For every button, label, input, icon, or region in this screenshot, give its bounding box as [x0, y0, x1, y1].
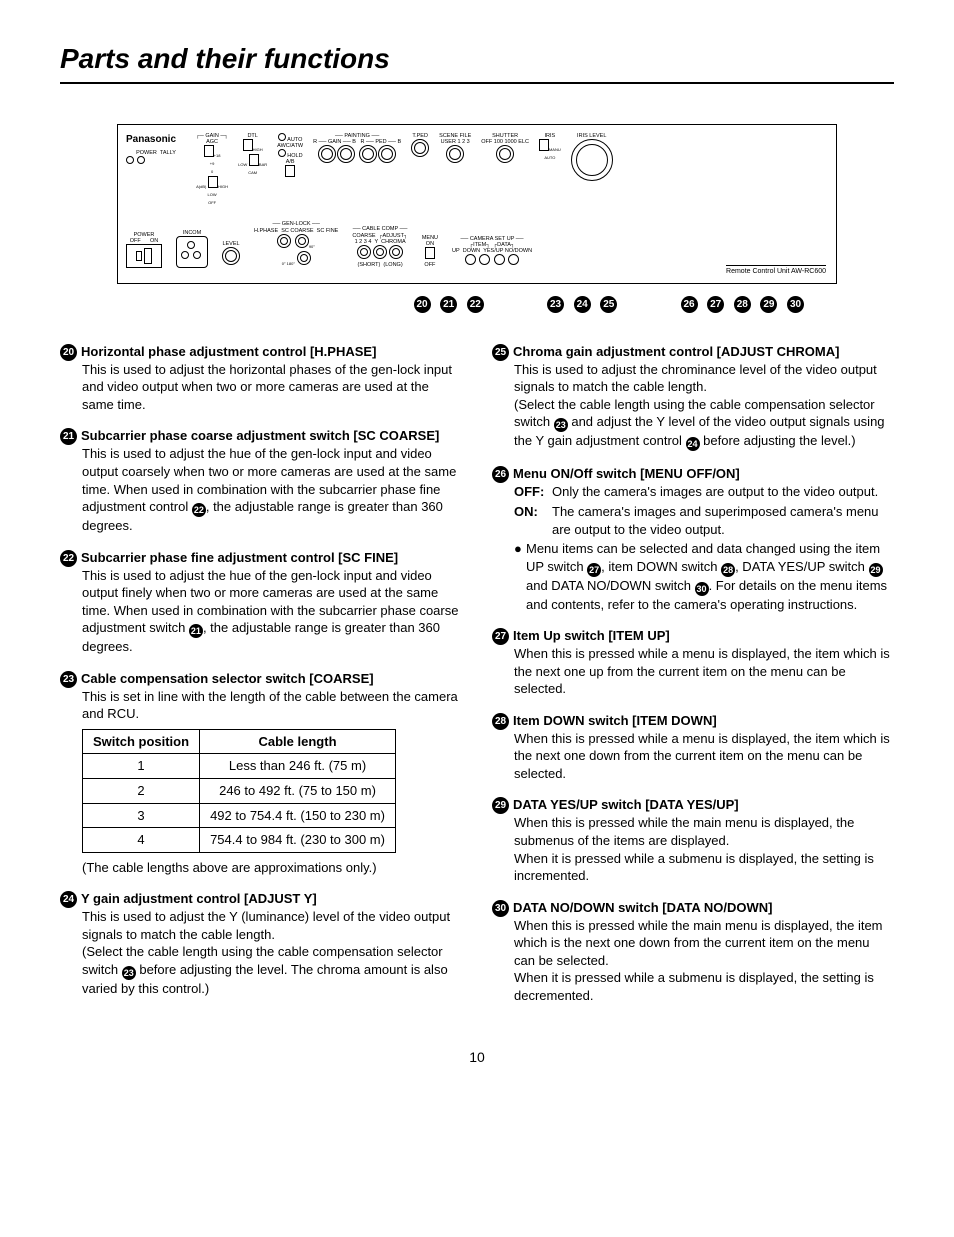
item-26: 26Menu ON/Off switch [MENU OFF/ON] OFF:O… [492, 465, 894, 613]
def-off: OFF:Only the camera's images are output … [514, 483, 894, 501]
page-title: Parts and their functions [60, 40, 894, 84]
callout-28: 28 [734, 296, 751, 313]
item-body: This is used to adjust the Y (luminance)… [60, 908, 462, 997]
unit-model-label: Remote Control Unit AW-RC600 [726, 265, 826, 276]
callout-21: 21 [440, 296, 457, 313]
item-title: Subcarrier phase fine adjustment control… [81, 549, 398, 567]
item-title: Menu ON/Off switch [MENU OFF/ON] [513, 465, 740, 483]
item-title: Item DOWN switch [ITEM DOWN] [513, 712, 717, 730]
item-title: DATA NO/DOWN switch [DATA NO/DOWN] [513, 899, 773, 917]
table-row: 1Less than 246 ft. (75 m) [83, 754, 396, 779]
ref-icon: 21 [189, 624, 203, 638]
callout-29: 29 [760, 296, 777, 313]
item-body: This is used to adjust the hue of the ge… [60, 445, 462, 534]
item-body: When this is pressed while the main menu… [492, 814, 894, 884]
page-number: 10 [60, 1048, 894, 1067]
def-on: ON:The camera's images and superimposed … [514, 503, 894, 538]
item-20: 20Horizontal phase adjustment control [H… [60, 343, 462, 414]
item-body: When this is pressed while a menu is dis… [492, 730, 894, 783]
table-row: 2246 to 492 ft. (75 to 150 m) [83, 779, 396, 804]
callout-27: 27 [707, 296, 724, 313]
callout-30: 30 [787, 296, 804, 313]
item-29: 29DATA YES/UP switch [DATA YES/UP] When … [492, 796, 894, 884]
item-28: 28Item DOWN switch [ITEM DOWN] When this… [492, 712, 894, 783]
item-27: 27Item Up switch [ITEM UP] When this is … [492, 627, 894, 698]
ref-icon: 23 [122, 966, 136, 980]
item-body: This is used to adjust the chrominance l… [492, 361, 894, 452]
item-body: This is used to adjust the hue of the ge… [60, 567, 462, 656]
item-body: This is used to adjust the horizontal ph… [60, 361, 462, 414]
item-title: Horizontal phase adjustment control [H.P… [81, 343, 376, 361]
item-title: Cable compensation selector switch [COAR… [81, 670, 374, 688]
callout-25: 25 [600, 296, 617, 313]
callout-24: 24 [574, 296, 591, 313]
item-title: Subcarrier phase coarse adjustment switc… [81, 427, 439, 445]
item-22: 22Subcarrier phase fine adjustment contr… [60, 549, 462, 656]
table-note: (The cable lengths above are approximati… [60, 859, 462, 877]
item-title: DATA YES/UP switch [DATA YES/UP] [513, 796, 739, 814]
item-body: When this is pressed while a menu is dis… [492, 645, 894, 698]
item-body: When this is pressed while the main menu… [492, 917, 894, 1005]
callout-22: 22 [467, 296, 484, 313]
left-column: 20Horizontal phase adjustment control [H… [60, 343, 462, 1019]
table-row: 4754.4 to 984 ft. (230 to 300 m) [83, 828, 396, 853]
ref-icon: 23 [554, 418, 568, 432]
item-title: Y gain adjustment control [ADJUST Y] [81, 890, 317, 908]
item-30: 30DATA NO/DOWN switch [DATA NO/DOWN] Whe… [492, 899, 894, 1005]
item-21: 21Subcarrier phase coarse adjustment swi… [60, 427, 462, 534]
ref-icon: 22 [192, 503, 206, 517]
cable-length-table: Switch positionCable length 1Less than 2… [82, 729, 396, 853]
right-column: 25Chroma gain adjustment control [ADJUST… [492, 343, 894, 1019]
callout-23: 23 [547, 296, 564, 313]
brand-label: Panasonic [126, 133, 176, 147]
control-panel-diagram: Panasonic POWER TALLY ┌─ GAIN ─┐AGC +18+… [117, 124, 837, 284]
ref-icon: 24 [686, 437, 700, 451]
item-body: This is set in line with the length of t… [60, 688, 462, 723]
bullet-note: ● Menu items can be selected and data ch… [492, 540, 894, 613]
item-25: 25Chroma gain adjustment control [ADJUST… [492, 343, 894, 452]
callout-number-row: 20 21 22 23 24 25 26 27 28 29 30 [60, 294, 894, 313]
item-title: Chroma gain adjustment control [ADJUST C… [513, 343, 839, 361]
item-title: Item Up switch [ITEM UP] [513, 627, 670, 645]
item-24: 24Y gain adjustment control [ADJUST Y] T… [60, 890, 462, 997]
table-row: 3492 to 754.4 ft. (150 to 230 m) [83, 803, 396, 828]
item-23: 23Cable compensation selector switch [CO… [60, 670, 462, 876]
callout-26: 26 [681, 296, 698, 313]
callout-20: 20 [414, 296, 431, 313]
